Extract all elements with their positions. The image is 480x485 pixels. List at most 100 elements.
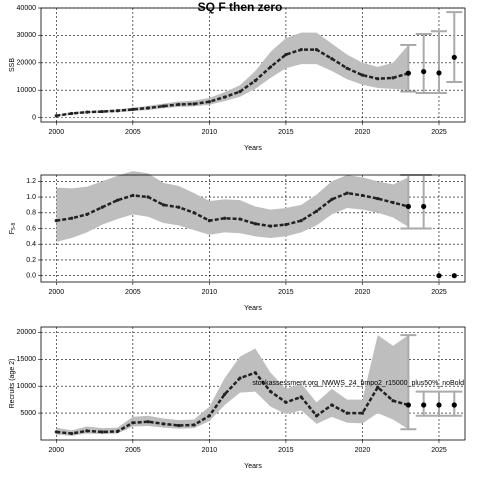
plot-frame	[40, 7, 466, 123]
estimate-point	[223, 216, 227, 220]
x-tick-label: 2025	[431, 447, 447, 454]
estimate-point	[146, 420, 150, 424]
estimate-point	[146, 195, 150, 199]
y-axis-label-sub: 5-8	[11, 223, 17, 230]
projection-point	[451, 402, 457, 408]
estimate-point	[269, 224, 273, 228]
x-tick-label: 2015	[278, 447, 294, 454]
estimate-point	[131, 421, 135, 425]
estimate-point	[376, 197, 380, 201]
estimate-point	[161, 422, 166, 426]
x-tick-label: 2010	[202, 129, 218, 136]
x-tick-label: 2000	[49, 447, 65, 454]
x-tick-label: 2000	[49, 289, 65, 296]
projection-point	[421, 203, 427, 210]
estimate-point	[146, 106, 150, 110]
estimate-point	[207, 219, 211, 223]
projection-point	[405, 70, 411, 76]
x-tick-label: 2015	[278, 289, 294, 296]
estimate-point	[360, 73, 365, 77]
estimate-point	[192, 423, 196, 427]
estimate-point	[223, 392, 227, 396]
estimate-point	[70, 111, 74, 116]
estimate-point	[253, 79, 257, 83]
estimate-line	[56, 191, 409, 228]
estimate-point	[360, 193, 365, 198]
x-tick-label: 2020	[355, 447, 371, 454]
y-axis-label: F5-8	[9, 223, 17, 235]
estimate-point	[70, 431, 74, 436]
x-axis-label: Years	[244, 145, 262, 152]
x-tick-label: 2015	[278, 129, 294, 136]
y-tick-label: 1.2	[26, 178, 36, 185]
projection-point	[436, 273, 442, 279]
projection-point	[436, 402, 442, 408]
estimate-point	[192, 211, 196, 215]
estimate-point	[115, 429, 120, 433]
x-tick-label: 2025	[431, 129, 447, 136]
estimate-point	[345, 411, 349, 415]
confidence-band	[56, 171, 409, 242]
estimate-point	[376, 77, 380, 81]
projection-point	[421, 68, 427, 75]
estimate-point	[177, 423, 181, 428]
projection-point	[451, 54, 457, 60]
estimate-point	[314, 209, 319, 213]
estimate-point	[100, 205, 104, 209]
estimate-point	[284, 400, 288, 404]
x-tick-label: 2005	[125, 447, 141, 454]
y-axis-label: SSB	[9, 58, 16, 72]
y-tick-label: 15000	[17, 356, 37, 363]
estimate-point	[284, 52, 288, 57]
x-axis-label: Years	[244, 305, 262, 312]
estimate-point	[192, 102, 196, 106]
y-axis-label-main: F	[9, 230, 16, 234]
x-tick-label: 2005	[125, 129, 141, 136]
x-tick-label: 2010	[202, 447, 218, 454]
estimate-point	[376, 385, 380, 389]
estimate-point	[115, 198, 120, 202]
y-tick-label: 0.0	[26, 273, 36, 280]
estimate-point	[330, 57, 334, 61]
estimate-point	[345, 191, 349, 195]
projection-point	[405, 203, 411, 210]
x-tick-label: 2025	[431, 289, 447, 296]
estimate-point	[115, 109, 120, 113]
estimate-point	[314, 414, 319, 418]
estimate-point	[177, 102, 181, 107]
estimate-point	[54, 430, 58, 434]
x-tick-label: 2020	[355, 129, 371, 136]
estimate-point	[161, 104, 166, 108]
y-tick-label: 0.8	[26, 210, 36, 217]
confidence-band	[56, 32, 409, 117]
estimate-line	[56, 48, 409, 117]
estimate-point	[253, 222, 257, 226]
estimate-point	[330, 197, 334, 201]
y-tick-label: 0	[32, 114, 36, 121]
y-tick-label: 10000	[17, 383, 37, 390]
estimate-point	[253, 371, 257, 375]
y-tick-label: 0.6	[26, 225, 36, 232]
confidence-band	[56, 335, 409, 436]
estimate-point	[238, 89, 242, 94]
estimate-point	[238, 376, 242, 380]
x-tick-label: 2005	[125, 289, 141, 296]
estimate-point	[391, 200, 395, 205]
estimate-point	[223, 95, 227, 99]
estimate-point	[269, 389, 273, 394]
estimate-line	[56, 371, 409, 435]
estimate-point	[314, 48, 319, 52]
y-tick-label: 5000	[20, 410, 36, 417]
y-tick-label: 1.0	[26, 194, 36, 201]
estimate-point	[391, 76, 395, 80]
x-tick-label: 2000	[49, 129, 65, 136]
y-tick-label: 0.2	[26, 257, 36, 264]
estimate-point	[330, 403, 334, 407]
annotation: stockassessment.org_NWWS_24_bmpo2_r15000…	[252, 380, 464, 387]
y-tick-label: 10000	[17, 87, 37, 94]
y-tick-label: 20000	[17, 60, 37, 67]
estimate-point	[54, 219, 58, 223]
estimate-point	[100, 109, 104, 114]
estimate-point	[345, 66, 349, 70]
